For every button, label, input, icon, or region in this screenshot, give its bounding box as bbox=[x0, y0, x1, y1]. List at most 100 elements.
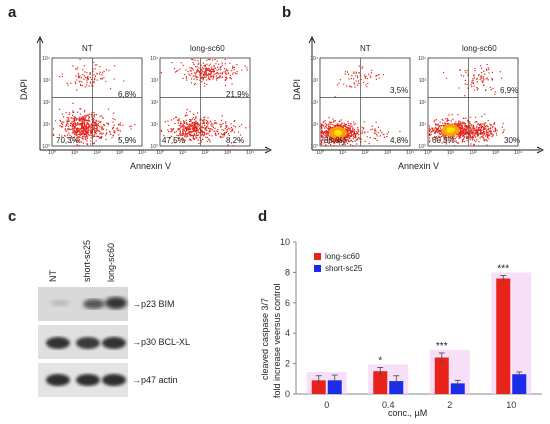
panel-a-xlabel: Annexin V bbox=[130, 161, 172, 171]
plot-b1-ytick: 10² bbox=[311, 100, 319, 106]
bar-xtick-label: 10 bbox=[506, 400, 516, 410]
plot-a2-ytick: 10⁰ bbox=[150, 144, 158, 150]
blot-band-label-bclxl: →p30 BCL-XL bbox=[132, 337, 191, 347]
plot-b2-ytick: 10² bbox=[419, 100, 427, 106]
plot-a1-dots bbox=[52, 58, 136, 147]
plot-b1-xtick: 10⁴ bbox=[406, 150, 414, 156]
blot-strip-actin bbox=[38, 363, 128, 397]
plot-b2-ytick: 10⁰ bbox=[418, 144, 426, 150]
bar-short-sc25-10 bbox=[512, 374, 527, 394]
plot-b2-xtick: 10⁰ bbox=[424, 150, 432, 156]
panel-a-axes bbox=[36, 35, 273, 154]
blot-lane-long-sc60: long-sc60 bbox=[106, 242, 116, 282]
bar-short-sc25-2 bbox=[450, 383, 465, 394]
plot-b2-title: long-sc60 bbox=[462, 44, 497, 53]
plot-a1-xtick: 10⁰ bbox=[48, 150, 56, 156]
plot-a1-box: 10⁰ 10¹ 10² 10³ 10⁴ 10⁴ 10³ 10² 10¹ 10⁰ bbox=[42, 56, 146, 156]
plot-b1-quadrant-lr: 4,8% bbox=[390, 136, 409, 145]
plot-b1-ytick: 10³ bbox=[311, 78, 319, 84]
plot-b2-xtick: 10³ bbox=[492, 150, 500, 156]
bar-ytick-label: 8 bbox=[285, 267, 290, 277]
panel-label-c: c bbox=[8, 208, 17, 225]
plot-b1-ytick: 10¹ bbox=[311, 122, 319, 128]
plot-a1-ytick: 10¹ bbox=[43, 122, 51, 128]
legend-label-long-sc60: long-sc60 bbox=[325, 252, 360, 261]
plot-b2-box: 10⁰ 10¹ 10² 10³ 10⁴ 10⁴ 10³ 10² 10¹ 10⁰ bbox=[418, 56, 522, 156]
panel-b-xlabel: Annexin V bbox=[398, 161, 440, 171]
panel-label-a: a bbox=[8, 4, 17, 21]
plot-b1-ytick: 10⁴ bbox=[310, 56, 318, 62]
plot-a2-quadrant-ur: 21,9% bbox=[226, 90, 249, 99]
plot-b2-xtick: 10² bbox=[469, 150, 477, 156]
plot-a2-dots bbox=[160, 58, 251, 147]
band-bclxl-short bbox=[76, 337, 100, 349]
plot-b1-title: NT bbox=[360, 44, 371, 53]
significance-marker: * bbox=[378, 355, 382, 366]
plot-a2-ytick: 10² bbox=[151, 100, 159, 106]
blot-band-label-bim: →p23 BIM bbox=[132, 299, 175, 309]
plot-b2-quadrant-ur: 6,9% bbox=[500, 86, 519, 95]
bar-chart-legend: long-sc60 short-sc25 bbox=[314, 252, 362, 273]
plot-a1-quadrant-ll: 70,3% bbox=[56, 136, 79, 145]
plot-a2-xtick: 10¹ bbox=[179, 150, 187, 156]
plot-b2-quadrant-lr: 30% bbox=[504, 136, 521, 145]
plot-b1-xtick: 10³ bbox=[384, 150, 392, 156]
blot-lane-nt: NT bbox=[48, 270, 58, 282]
bar-group-highlight bbox=[491, 272, 532, 394]
bar-ytick-label: 0 bbox=[285, 389, 290, 399]
plot-a1-quadrant-ur: 6,8% bbox=[118, 90, 137, 99]
plot-b1-xtick: 10⁰ bbox=[316, 150, 324, 156]
bar-xtick-label: 0 bbox=[324, 400, 329, 410]
plot-a1-xtick: 10⁴ bbox=[138, 150, 146, 156]
bar-long-sc60-2 bbox=[434, 357, 449, 394]
plot-b2-ytick: 10¹ bbox=[419, 122, 427, 128]
band-actin-short bbox=[76, 374, 100, 386]
blot-strip-bclxl bbox=[38, 325, 128, 359]
legend-label-short-sc25: short-sc25 bbox=[325, 264, 363, 273]
legend-item-short-sc25: short-sc25 bbox=[314, 264, 362, 273]
plot-b1-density-peak bbox=[334, 129, 342, 136]
bar-ytick-label: 10 bbox=[280, 237, 290, 247]
plot-a2-ytick: 10¹ bbox=[151, 122, 159, 128]
blot-lane-short-sc25: short-sc25 bbox=[82, 239, 92, 282]
plot-b2-quadrant-ll: 60,5% bbox=[432, 136, 455, 145]
plot-a2-title: long-sc60 bbox=[190, 44, 225, 53]
bar-long-sc60-0 bbox=[311, 380, 326, 394]
bar-long-sc60-0.4 bbox=[373, 371, 388, 394]
bar-ytick-label: 4 bbox=[285, 328, 290, 338]
band-actin-nt bbox=[46, 374, 70, 386]
significance-marker: *** bbox=[436, 341, 448, 352]
plot-b1-quadrant-ll: 88,3% bbox=[324, 136, 347, 145]
legend-swatch-long-sc60 bbox=[314, 253, 321, 260]
plot-b2-density-peak bbox=[446, 127, 455, 134]
panel-b-axes bbox=[308, 35, 545, 154]
bar-group-highlight bbox=[429, 349, 470, 394]
plot-a1-xtick: 10³ bbox=[116, 150, 124, 156]
bar-ytick-label: 2 bbox=[285, 359, 290, 369]
panel-b-ylabel: DAPI bbox=[292, 78, 302, 100]
bar-group-highlight bbox=[306, 372, 347, 394]
bar-xtick-label: 2 bbox=[447, 400, 452, 410]
bar-short-sc25-0.4 bbox=[389, 381, 404, 394]
band-actin-long bbox=[102, 374, 126, 386]
plot-b2-ytick: 10³ bbox=[419, 78, 427, 84]
plot-a1-ytick: 10⁰ bbox=[42, 144, 50, 150]
panel-label-d: d bbox=[258, 208, 268, 225]
plot-a2-box: 10⁰ 10¹ 10² 10³ 10⁴ 10⁴ 10³ 10² 10¹ 10⁰ bbox=[150, 56, 254, 156]
plot-a1-xtick: 10² bbox=[93, 150, 101, 156]
plot-a1-ytick: 10² bbox=[43, 100, 51, 106]
bar-chart-ylabel-line2: fold increase veersus control bbox=[272, 283, 282, 398]
plot-a2-quadrant-lr: 8,2% bbox=[226, 136, 245, 145]
blot-strip-bim bbox=[38, 287, 128, 321]
panel-label-b: b bbox=[282, 4, 292, 21]
plot-a2-ytick: 10³ bbox=[151, 78, 159, 84]
bar-ytick-label: 6 bbox=[285, 298, 290, 308]
plot-a2-xtick: 10² bbox=[201, 150, 209, 156]
legend-item-long-sc60: long-sc60 bbox=[314, 252, 362, 261]
plot-b2-ytick: 10⁴ bbox=[418, 56, 426, 62]
bar-chart-ylabel-line1: cleaved caspase 3/7 bbox=[260, 297, 270, 380]
plot-b2-xtick: 10⁴ bbox=[514, 150, 522, 156]
bar-group-highlight bbox=[368, 364, 409, 394]
plot-b1-box: 10⁰ 10¹ 10² 10³ 10⁴ 10⁴ 10³ 10² 10¹ 10⁰ bbox=[310, 56, 414, 156]
